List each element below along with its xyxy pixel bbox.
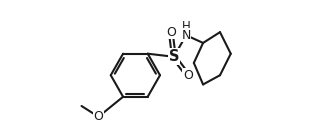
Text: O: O — [166, 26, 176, 39]
Text: O: O — [183, 69, 193, 82]
Text: S: S — [169, 49, 179, 64]
Text: H: H — [182, 20, 190, 33]
Text: O: O — [93, 110, 103, 123]
Text: N: N — [181, 29, 191, 42]
